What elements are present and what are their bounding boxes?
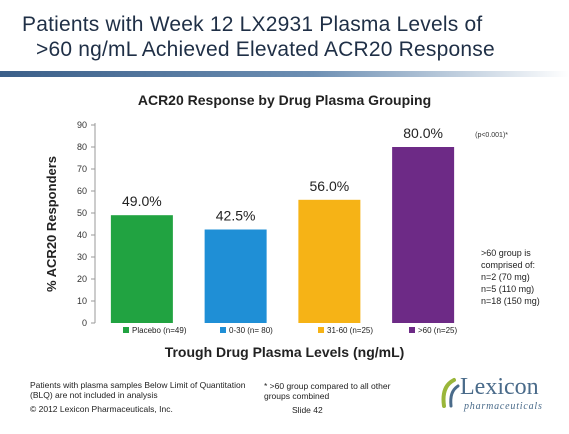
logo-name: Lexicon bbox=[460, 374, 539, 400]
legend-swatch bbox=[318, 327, 324, 333]
bar bbox=[298, 199, 361, 323]
title-line-1: Patients with Week 12 LX2931 Plasma Leve… bbox=[22, 13, 483, 36]
company-logo: Lexicon pharmaceuticals bbox=[432, 374, 562, 418]
slide-title: Patients with Week 12 LX2931 Plasma Leve… bbox=[22, 12, 542, 62]
title-divider bbox=[0, 71, 569, 77]
lexicon-logo-icon bbox=[441, 378, 460, 408]
group-note-line: >60 group is bbox=[481, 248, 531, 258]
y-tick-label: 0 bbox=[82, 318, 87, 328]
y-tick-label: 20 bbox=[77, 274, 87, 284]
y-tick-label: 40 bbox=[77, 230, 87, 240]
logo-tagline: pharmaceuticals bbox=[464, 401, 543, 412]
footnote-comparison: * >60 group compared to all other groups… bbox=[264, 381, 391, 401]
footnote-blq: Patients with plasma samples Below Limit… bbox=[30, 380, 246, 400]
group-note-line: comprised of: bbox=[481, 260, 536, 270]
slide-number: Slide 42 bbox=[292, 405, 323, 415]
y-tick-label: 70 bbox=[77, 164, 87, 174]
group-note-line: n=18 (150 mg) bbox=[481, 296, 540, 306]
y-tick-label: 50 bbox=[77, 208, 87, 218]
title-line-2: >60 ng/mL Achieved Elevated ACR20 Respon… bbox=[36, 38, 495, 61]
bar bbox=[110, 215, 173, 323]
y-tick-label: 90 bbox=[77, 120, 87, 130]
legend-label: >60 (n=25) bbox=[418, 326, 457, 335]
y-tick-label: 80 bbox=[77, 142, 87, 152]
bar bbox=[204, 229, 267, 323]
chart-title: ACR20 Response by Drug Plasma Grouping bbox=[137, 92, 432, 108]
y-tick-label: 60 bbox=[77, 186, 87, 196]
legend-swatch bbox=[123, 327, 129, 333]
legend-swatch bbox=[409, 327, 415, 333]
group-note-line: n=2 (70 mg) bbox=[481, 272, 530, 282]
legend-swatch bbox=[220, 327, 226, 333]
legend-label: 31-60 (n=25) bbox=[327, 326, 373, 335]
bar-value-label: 42.5% bbox=[216, 208, 256, 224]
y-axis-title: % ACR20 Responders bbox=[44, 156, 59, 292]
copyright: © 2012 Lexicon Pharmaceuticals, Inc. bbox=[30, 404, 173, 414]
bar-value-label: 49.0% bbox=[122, 193, 162, 209]
legend-label: Placebo (n=49) bbox=[132, 326, 187, 335]
x-axis-label: Trough Drug Plasma Levels (ng/mL) bbox=[164, 344, 405, 360]
significance-annotation: (p<0.001)* bbox=[475, 132, 508, 139]
bar bbox=[392, 147, 455, 323]
y-tick-label: 30 bbox=[77, 252, 87, 262]
bar-value-label: 56.0% bbox=[310, 178, 350, 194]
y-tick-label: 10 bbox=[77, 296, 87, 306]
legend-label: 0-30 (n= 80) bbox=[229, 326, 273, 335]
group-note: >60 group is comprised of: n=2 (70 mg) n… bbox=[481, 247, 569, 307]
group-note-line: n=5 (110 mg) bbox=[481, 284, 535, 294]
bar-value-label: 80.0% bbox=[403, 125, 443, 141]
